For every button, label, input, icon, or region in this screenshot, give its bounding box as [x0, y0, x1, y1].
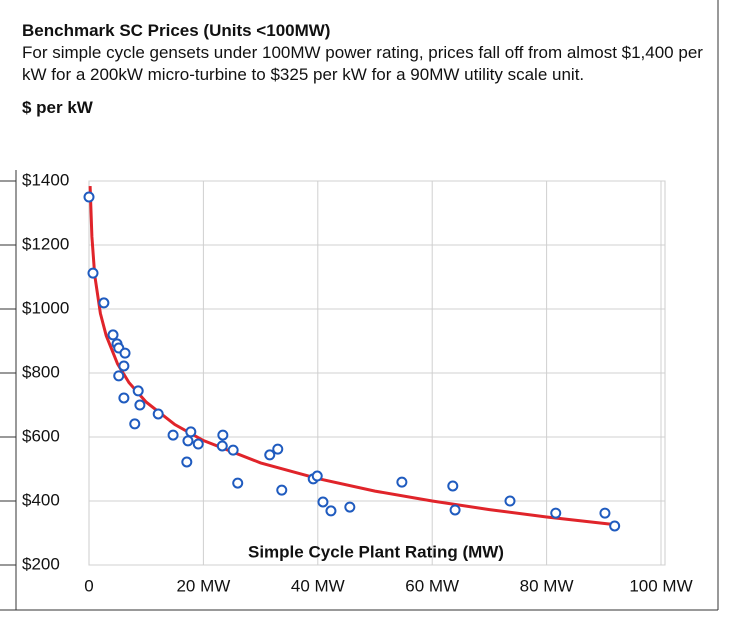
data-point — [167, 429, 179, 441]
data-point — [311, 470, 323, 482]
x-tick-label: 0 — [84, 576, 93, 595]
data-point — [152, 408, 164, 420]
y-tick-label: $1200 — [22, 234, 69, 253]
data-point — [396, 476, 408, 488]
data-point — [83, 191, 95, 203]
data-point — [118, 360, 130, 372]
y-tick-label: $200 — [22, 554, 60, 573]
data-point — [227, 444, 239, 456]
data-point — [132, 385, 144, 397]
header: Benchmark SC Prices (Units <100MW) For s… — [22, 20, 712, 118]
x-tick-label: 100 MW — [629, 576, 692, 595]
x-tick-label: 20 MW — [176, 576, 230, 595]
y-tick-label: $1400 — [22, 170, 69, 189]
x-tick-label: 60 MW — [405, 576, 459, 595]
data-point — [609, 520, 621, 532]
y-tick-label: $600 — [22, 426, 60, 445]
data-point — [87, 267, 99, 279]
data-point — [98, 297, 110, 309]
data-point — [216, 440, 228, 452]
data-point — [276, 484, 288, 496]
data-point — [344, 501, 356, 513]
data-point — [504, 495, 516, 507]
data-point — [317, 496, 329, 508]
trend-line — [88, 186, 613, 526]
data-point — [182, 435, 194, 447]
data-point — [118, 392, 130, 404]
data-point — [217, 429, 229, 441]
data-point — [129, 418, 141, 430]
data-point — [232, 477, 244, 489]
chart-subtitle: For simple cycle gensets under 100MW pow… — [22, 43, 703, 84]
data-point — [119, 347, 131, 359]
x-axis-label: Simple Cycle Plant Rating (MW) — [248, 542, 504, 561]
data-point — [447, 480, 459, 492]
data-point — [272, 443, 284, 455]
chart-title: Benchmark SC Prices (Units <100MW) — [22, 21, 331, 40]
y-axis-label: $ per kW — [22, 98, 93, 117]
data-point — [325, 505, 337, 517]
y-tick-label: $800 — [22, 362, 60, 381]
data-point — [264, 449, 276, 461]
y-tick-label: $1000 — [22, 298, 69, 317]
data-point — [550, 507, 562, 519]
data-point — [192, 438, 204, 450]
data-point — [107, 329, 119, 341]
data-point — [185, 426, 197, 438]
x-tick-label: 80 MW — [520, 576, 574, 595]
data-point — [134, 399, 146, 411]
y-tick-label: $400 — [22, 490, 60, 509]
data-point — [113, 370, 125, 382]
data-point — [599, 507, 611, 519]
x-tick-label: 40 MW — [291, 576, 345, 595]
data-point — [181, 456, 193, 468]
data-point — [449, 504, 461, 516]
